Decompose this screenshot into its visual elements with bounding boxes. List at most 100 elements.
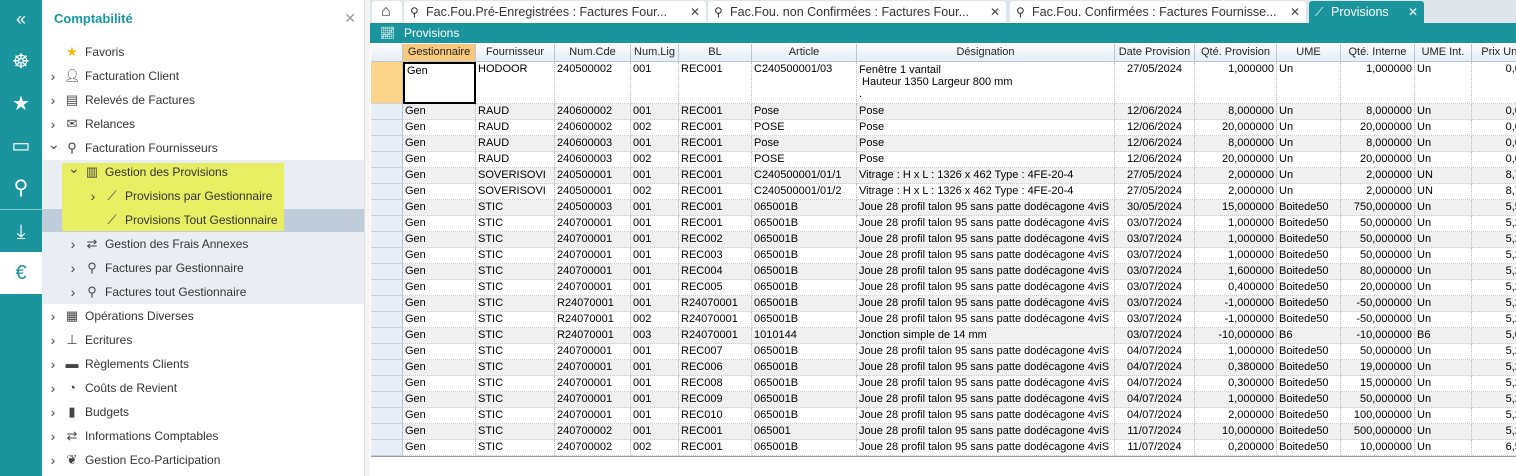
table-cell[interactable]: Gen bbox=[403, 184, 476, 200]
column-header-qte-interne[interactable]: Qté. Interne bbox=[1341, 44, 1415, 62]
column-header-fournisseur[interactable]: Fournisseur bbox=[476, 44, 555, 62]
table-cell[interactable]: 5,20 bbox=[1472, 408, 1516, 424]
table-cell[interactable]: Gen bbox=[403, 408, 476, 424]
table-cell[interactable]: 002 bbox=[631, 312, 679, 328]
table-cell[interactable]: Joue 28 profil talon 95 sans patte dodéc… bbox=[857, 392, 1115, 408]
sidebar-item-cou-ts-de-revient[interactable]: › ◔ Coûts de Revient bbox=[42, 376, 364, 400]
table-cell[interactable]: 12/06/2024 bbox=[1115, 136, 1195, 152]
row-header[interactable] bbox=[371, 248, 403, 264]
table-cell[interactable]: STIC bbox=[476, 392, 555, 408]
table-cell[interactable]: -10,000000 bbox=[1195, 328, 1277, 344]
table-cell[interactable]: Un bbox=[1415, 62, 1472, 104]
table-cell[interactable]: Joue 28 profil talon 95 sans patte dodéc… bbox=[857, 408, 1115, 424]
table-cell[interactable]: Gen bbox=[403, 248, 476, 264]
table-cell[interactable]: 20,000000 bbox=[1341, 120, 1415, 136]
chevron-right-icon[interactable]: › bbox=[70, 284, 76, 300]
table-cell[interactable]: 50,000000 bbox=[1341, 248, 1415, 264]
table-cell[interactable]: 001 bbox=[631, 392, 679, 408]
table-cell[interactable]: 065001 bbox=[752, 424, 857, 440]
table-cell[interactable]: Pose bbox=[857, 104, 1115, 120]
table-cell[interactable]: 240700001 bbox=[555, 280, 631, 296]
table-cell[interactable]: 5,50 bbox=[1472, 200, 1516, 216]
table-cell[interactable]: 03/07/2024 bbox=[1115, 264, 1195, 280]
table-cell[interactable]: 240700001 bbox=[555, 344, 631, 360]
table-cell[interactable]: 10,000000 bbox=[1195, 424, 1277, 440]
table-cell[interactable]: Boitede50 bbox=[1277, 232, 1341, 248]
sidebar-item-relances[interactable]: › ✉ Relances bbox=[42, 112, 364, 136]
table-cell[interactable]: 001 bbox=[631, 136, 679, 152]
table-cell[interactable]: STIC bbox=[476, 312, 555, 328]
chevron-right-icon[interactable]: › bbox=[70, 236, 76, 252]
table-cell[interactable]: REC001 bbox=[679, 216, 752, 232]
table-cell[interactable]: 0,300000 bbox=[1195, 376, 1277, 392]
table-cell[interactable]: 001 bbox=[631, 264, 679, 280]
table-cell[interactable]: Joue 28 profil talon 95 sans patte dodéc… bbox=[857, 232, 1115, 248]
table-cell[interactable]: 1,000000 bbox=[1195, 248, 1277, 264]
invoice-euro-icon[interactable]: € bbox=[0, 252, 42, 294]
table-cell[interactable]: 20,000000 bbox=[1341, 280, 1415, 296]
row-header[interactable] bbox=[371, 408, 403, 424]
table-cell[interactable]: 001 bbox=[631, 344, 679, 360]
star-icon[interactable]: ★ bbox=[12, 93, 30, 115]
close-icon[interactable]: ✕ bbox=[989, 5, 1000, 19]
table-cell[interactable]: SOVERISOVI bbox=[476, 184, 555, 200]
table-cell[interactable]: Gen bbox=[403, 344, 476, 360]
table-cell[interactable]: -1,000000 bbox=[1195, 296, 1277, 312]
table-cell[interactable]: RAUD bbox=[476, 120, 555, 136]
table-cell[interactable]: SOVERISOVI bbox=[476, 168, 555, 184]
row-header[interactable] bbox=[371, 152, 403, 168]
table-cell[interactable]: 5,20 bbox=[1472, 264, 1516, 280]
chevron-right-icon[interactable]: › bbox=[90, 188, 96, 204]
chevron-right-icon[interactable]: › bbox=[50, 428, 56, 444]
table-cell[interactable]: 003 bbox=[631, 328, 679, 344]
table-cell[interactable]: 03/07/2024 bbox=[1115, 312, 1195, 328]
table-cell[interactable]: 001 bbox=[631, 408, 679, 424]
table-cell[interactable]: Gen bbox=[403, 264, 476, 280]
table-cell[interactable]: 001 bbox=[631, 376, 679, 392]
chevron-right-icon[interactable]: › bbox=[50, 332, 56, 348]
table-cell[interactable]: REC001 bbox=[679, 104, 752, 120]
table-cell[interactable]: Un bbox=[1415, 296, 1472, 312]
splitter[interactable] bbox=[364, 0, 370, 476]
helm-icon[interactable]: ☸ bbox=[12, 51, 30, 73]
table-cell[interactable]: Gen bbox=[403, 424, 476, 440]
sidebar-item-budgets[interactable]: › ▮ Budgets bbox=[42, 400, 364, 424]
table-cell[interactable]: Un bbox=[1415, 280, 1472, 296]
row-header[interactable] bbox=[371, 392, 403, 408]
table-cell[interactable]: 20,000000 bbox=[1195, 152, 1277, 168]
table-cell[interactable]: 1,600000 bbox=[1195, 264, 1277, 280]
table-cell[interactable]: R24070001 bbox=[679, 312, 752, 328]
table-cell[interactable]: 5,20 bbox=[1472, 344, 1516, 360]
row-header[interactable] bbox=[371, 200, 403, 216]
column-header-ume-int-[interactable]: UME Int. bbox=[1415, 44, 1472, 62]
table-cell[interactable]: REC004 bbox=[679, 264, 752, 280]
table-cell[interactable]: Gen bbox=[403, 152, 476, 168]
table-cell[interactable]: Pose bbox=[752, 104, 857, 120]
table-cell[interactable]: 5,20 bbox=[1472, 392, 1516, 408]
table-cell[interactable]: 002 bbox=[631, 440, 679, 456]
table-cell[interactable]: 5,20 bbox=[1472, 376, 1516, 392]
table-cell[interactable]: Gen bbox=[403, 168, 476, 184]
table-cell[interactable]: 240700001 bbox=[555, 392, 631, 408]
table-cell[interactable]: RAUD bbox=[476, 104, 555, 120]
table-cell[interactable]: Boitede50 bbox=[1277, 376, 1341, 392]
table-cell[interactable]: Gen bbox=[403, 312, 476, 328]
table-cell[interactable]: 240600002 bbox=[555, 104, 631, 120]
table-cell[interactable]: 065001B bbox=[752, 440, 857, 456]
sidebar-item-facturation-fournisseurs[interactable]: ⌄ ⚲ Facturation Fournisseurs bbox=[42, 136, 364, 160]
table-cell[interactable]: 04/07/2024 bbox=[1115, 344, 1195, 360]
table-cell[interactable]: Gen bbox=[403, 440, 476, 456]
table-cell[interactable]: 240500001 bbox=[555, 168, 631, 184]
table-cell[interactable]: -10,000000 bbox=[1341, 328, 1415, 344]
table-cell[interactable]: 03/07/2024 bbox=[1115, 280, 1195, 296]
table-cell[interactable]: -50,000000 bbox=[1341, 312, 1415, 328]
table-cell[interactable]: Un bbox=[1415, 136, 1472, 152]
table-cell[interactable]: 03/07/2024 bbox=[1115, 232, 1195, 248]
table-cell[interactable]: Pose bbox=[857, 152, 1115, 168]
row-header[interactable] bbox=[371, 360, 403, 376]
table-cell[interactable]: 15,000000 bbox=[1195, 200, 1277, 216]
table-cell[interactable]: 12/06/2024 bbox=[1115, 152, 1195, 168]
table-cell[interactable]: HODOOR bbox=[476, 62, 555, 104]
table-cell[interactable]: 8,74 bbox=[1472, 184, 1516, 200]
table-cell[interactable]: 0,00 bbox=[1472, 120, 1516, 136]
